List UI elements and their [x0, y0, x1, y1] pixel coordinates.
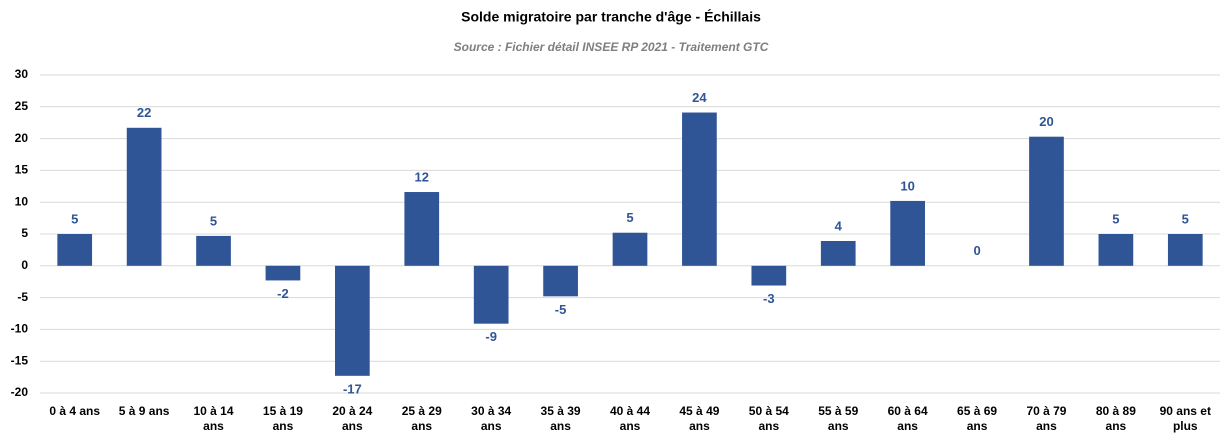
data-label: 20 — [1039, 114, 1053, 129]
data-label: 5 — [1182, 211, 1189, 226]
y-tick-label: 5 — [21, 226, 28, 240]
bar — [57, 234, 93, 266]
data-label: 22 — [137, 105, 151, 120]
x-tick-label: 70 à 79 ans — [1026, 404, 1067, 433]
bar — [335, 265, 370, 376]
data-label: 24 — [692, 90, 707, 105]
bar — [196, 235, 231, 266]
x-tick-label: 65 à 69 ans — [957, 404, 998, 433]
data-label: 10 — [900, 178, 914, 193]
x-tick-label: 25 à 29 ans — [401, 404, 442, 433]
x-tick-label: 5 à 9 ans — [118, 404, 170, 418]
y-tick-label: -15 — [11, 353, 29, 367]
data-label: 5 — [210, 213, 217, 228]
data-label: -17 — [343, 381, 362, 396]
y-tick-label: 0 — [21, 258, 28, 272]
x-tick-label: 50 à 54 ans — [748, 404, 789, 433]
data-label: -5 — [555, 302, 567, 317]
bar — [1167, 234, 1203, 266]
bar — [682, 112, 717, 266]
bar — [543, 265, 578, 297]
chart-title: Solde migratoire par tranche d'âge - Éch… — [461, 9, 761, 25]
y-tick-label: -10 — [11, 322, 29, 336]
y-tick-label: 10 — [15, 194, 29, 208]
bar — [1098, 234, 1134, 266]
x-tick-label: 20 à 24 ans — [332, 404, 373, 433]
bar — [265, 265, 301, 281]
data-label: 5 — [1112, 211, 1119, 226]
x-tick-label: 40 à 44 ans — [609, 404, 651, 433]
data-label: -2 — [277, 286, 289, 301]
x-tick-label: 90 ans et plus — [1159, 404, 1211, 433]
x-tick-label: 15 à 19 ans — [262, 404, 303, 433]
bar — [890, 200, 925, 266]
bar — [126, 127, 162, 266]
data-label: 5 — [71, 211, 78, 226]
bar — [404, 192, 440, 266]
y-tick-label: 15 — [15, 163, 29, 177]
data-label: -3 — [763, 291, 775, 306]
y-tick-label: -5 — [17, 290, 28, 304]
x-tick-label: 55 à 59 ans — [818, 404, 859, 433]
y-tick-label: 25 — [15, 99, 29, 113]
y-tick-label: 30 — [15, 67, 29, 81]
x-tick-label: 45 à 49 ans — [679, 404, 720, 433]
x-tick-label: 80 à 89 ans — [1095, 404, 1136, 433]
x-tick-label: 30 à 34 ans — [471, 404, 512, 433]
data-label: -9 — [485, 329, 497, 344]
x-tick-label: 0 à 4 ans — [49, 404, 101, 418]
bar — [751, 265, 787, 286]
x-tick-label: 35 à 39 ans — [540, 404, 581, 433]
x-tick-label: 10 à 14 ans — [193, 404, 234, 433]
chart-subtitle: Source : Fichier détail INSEE RP 2021 - … — [454, 40, 769, 54]
data-label: 0 — [973, 243, 980, 258]
bar — [820, 240, 856, 266]
y-tick-label: 20 — [15, 131, 29, 145]
bar — [473, 265, 509, 324]
bar — [612, 232, 648, 266]
y-tick-label: -20 — [11, 385, 29, 399]
x-tick-label: 60 à 64 ans — [887, 404, 928, 433]
data-label: 12 — [415, 169, 429, 184]
data-label: 5 — [626, 210, 633, 225]
data-label: 4 — [835, 218, 843, 233]
bar — [1029, 136, 1064, 266]
